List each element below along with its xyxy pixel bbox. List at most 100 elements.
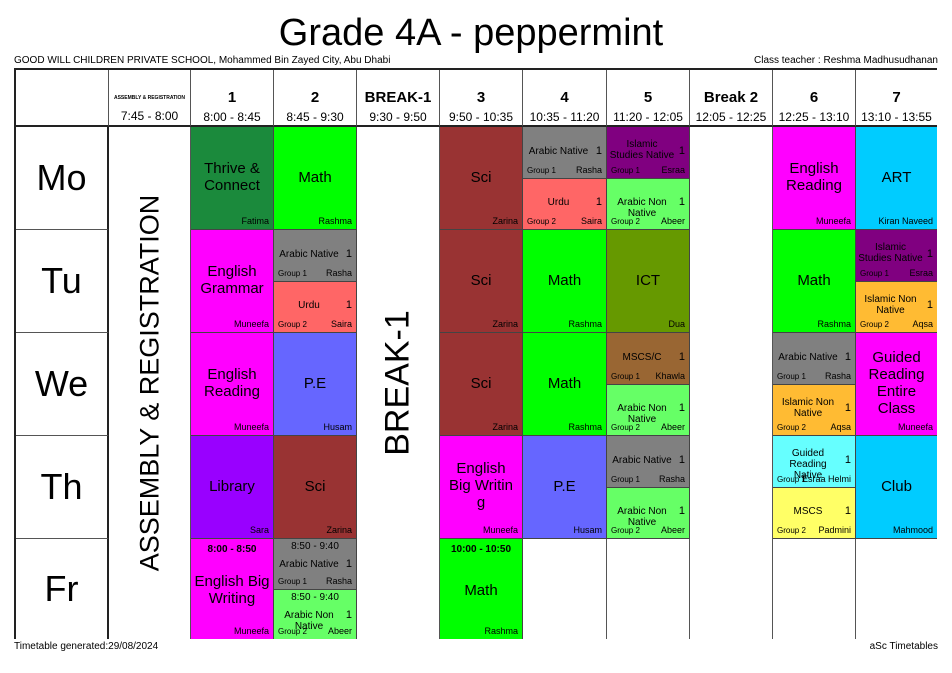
lesson-subject: MSCS/C (622, 352, 662, 363)
lesson-th-p6-group1[interactable]: Guided Reading Native 1 Group 1 Esraa He… (773, 436, 856, 488)
col-header-1: 1 8:00 - 8:45 (191, 70, 274, 127)
lesson-teacher: Abeer (660, 525, 685, 535)
lesson-th-p5-group2[interactable]: Arabic Non Native 1 Group 2 Abeer (607, 488, 690, 539)
lesson-subject: Arabic Native (612, 455, 672, 466)
lesson-subject: ART (881, 169, 912, 186)
lesson-fr-p3[interactable]: 10:00 - 10:50 Math Rashma (440, 539, 523, 639)
lesson-th-p7[interactable]: Club Mahmood (856, 436, 937, 539)
lesson-we-p5-group1[interactable]: MSCS/C 1 Group 1 Khawla (607, 333, 690, 385)
col-time: 12:25 - 13:10 (778, 110, 850, 124)
lesson-teacher: Rashma (484, 626, 518, 636)
lesson-tu-p2-group2[interactable]: Urdu 1 Group 2 Saira (274, 282, 357, 333)
lesson-count: 1 (345, 248, 352, 260)
lesson-teacher: Muneefa (233, 319, 269, 329)
lesson-subject: Islamic Non Native (781, 397, 835, 419)
lesson-subject: Thrive & Connect (204, 160, 260, 194)
lesson-subject: Islamic Studies Native (858, 242, 923, 264)
lesson-tu-p2-group1[interactable]: Arabic Native 1 Group 1 Rasha (274, 230, 357, 282)
lesson-mo-p7[interactable]: ART Kiran Naveed (856, 127, 937, 230)
col-label: 6 (809, 89, 819, 106)
empty-slot-fr-p5 (607, 539, 690, 639)
lesson-teacher: Esraa (661, 165, 685, 175)
lesson-we-p4[interactable]: Math Rashma (523, 333, 607, 436)
lesson-count: 1 (844, 402, 851, 414)
lesson-subject: Math (464, 582, 498, 599)
lesson-count: 1 (844, 505, 851, 517)
lesson-group: Group 2 (611, 526, 640, 535)
lesson-subject: Guided Reading Entire Class (868, 349, 925, 417)
lesson-tu-p7-group1[interactable]: Islamic Studies Native 1 Group 1 Esraa (856, 230, 937, 282)
day-tuesday: Tu (16, 230, 109, 333)
lesson-we-p7[interactable]: Guided Reading Entire Class Muneefa (856, 333, 937, 436)
lesson-group: Group 1 (611, 166, 640, 175)
lesson-we-p5-group2[interactable]: Arabic Non Native 1 Group 2 Abeer (607, 385, 690, 436)
break2-block (690, 127, 773, 639)
lesson-subject: Sci (304, 478, 326, 495)
lesson-count: 1 (678, 402, 685, 414)
lesson-mo-p3[interactable]: Sci Zarina (440, 127, 523, 230)
lesson-mo-p5-group2[interactable]: Arabic Non Native 1 Group 2 Abeer (607, 179, 690, 230)
lesson-subject: Urdu (298, 300, 320, 311)
lesson-tu-p7-group2[interactable]: Islamic Non Native 1 Group 2 Aqsa (856, 282, 937, 333)
lesson-fr-p2-group1[interactable]: 8:50 - 9:40 Arabic Native 1 Group 1 Rash… (274, 539, 357, 590)
day-friday: Fr (16, 539, 109, 639)
lesson-subject: Arabic Non Native (284, 610, 334, 632)
lesson-subject: Math (298, 169, 332, 186)
col-time: 8:00 - 8:45 (203, 110, 261, 124)
lesson-teacher: Husam (323, 422, 352, 432)
lesson-th-p3[interactable]: English Big Writin g Muneefa (440, 436, 523, 539)
lesson-tu-p6[interactable]: Math Rashma (773, 230, 856, 333)
col-time: 7:45 - 8:00 (120, 109, 179, 123)
col-time: 11:20 - 12:05 (613, 110, 683, 124)
lesson-we-p6-group2[interactable]: Islamic Non Native 1 Group 2 Aqsa (773, 385, 856, 436)
lesson-count: 1 (678, 505, 685, 517)
lesson-tu-p5[interactable]: ICT Dua (607, 230, 690, 333)
lesson-teacher: Mahmood (892, 525, 933, 535)
lesson-subject: English Big Writin g (449, 460, 513, 511)
lesson-time: 8:00 - 8:50 (207, 544, 257, 555)
lesson-th-p5-group1[interactable]: Arabic Native 1 Group 1 Rasha (607, 436, 690, 488)
lesson-th-p2[interactable]: Sci Zarina (274, 436, 357, 539)
lesson-th-p4[interactable]: P.E Husam (523, 436, 607, 539)
lesson-we-p1[interactable]: English Reading Muneefa (191, 333, 274, 436)
lesson-group: Group 1 (777, 372, 806, 381)
lesson-teacher: Muneefa (815, 216, 851, 226)
lesson-tu-p3[interactable]: Sci Zarina (440, 230, 523, 333)
lesson-group: Group 2 (278, 320, 307, 329)
lesson-tu-p4[interactable]: Math Rashma (523, 230, 607, 333)
timetable-grid: ASSEMBLY & REGISTRATION 7:45 - 8:00 1 8:… (14, 68, 937, 639)
lesson-subject: Sci (470, 169, 492, 186)
lesson-mo-p2[interactable]: Math Rashma (274, 127, 357, 230)
lesson-subject: Islamic Non Native (864, 294, 917, 316)
lesson-th-p6-group2[interactable]: MSCS 1 Group 2 Padmini (773, 488, 856, 539)
lesson-teacher: Saira (330, 319, 352, 329)
lesson-teacher: Rasha (824, 371, 851, 381)
break1-label: BREAK-1 (378, 310, 417, 456)
lesson-tu-p1[interactable]: English Grammar Muneefa (191, 230, 274, 333)
lesson-subject: Arabic Non Native (617, 197, 667, 219)
lesson-mo-p4-group2[interactable]: Urdu 1 Group 2 Saira (523, 179, 607, 230)
lesson-subject: Math (547, 272, 582, 289)
lesson-we-p2[interactable]: P.E Husam (274, 333, 357, 436)
lesson-subject: P.E (553, 478, 576, 495)
lesson-mo-p5-group1[interactable]: Islamic Studies Native 1 Group 1 Esraa (607, 127, 690, 179)
lesson-th-p1[interactable]: Library Sara (191, 436, 274, 539)
lesson-count: 1 (844, 454, 851, 466)
lesson-fr-p1[interactable]: 8:00 - 8:50 English Big Writing Muneefa (191, 539, 274, 639)
lesson-mo-p4-group1[interactable]: Arabic Native 1 Group 1 Rasha (523, 127, 607, 179)
lesson-mo-p6[interactable]: English Reading Muneefa (773, 127, 856, 230)
lesson-count: 1 (926, 299, 933, 311)
lesson-group: Group 1 (611, 475, 640, 484)
lesson-we-p3[interactable]: Sci Zarina (440, 333, 523, 436)
lesson-teacher: Muneefa (897, 422, 933, 432)
lesson-subject: P.E (303, 375, 327, 392)
lesson-teacher: Zarina (492, 216, 518, 226)
lesson-mo-p1[interactable]: Thrive & Connect Fatima (191, 127, 274, 230)
col-header-6: 6 12:25 - 13:10 (773, 70, 856, 127)
lesson-teacher: Khawla (655, 371, 685, 381)
lesson-group: Group 1 (860, 269, 889, 278)
lesson-teacher: Zarina (326, 525, 352, 535)
brand-label: aSc Timetables (869, 641, 938, 652)
lesson-fr-p2-group2[interactable]: 8:50 - 9:40 Arabic Non Native 1 Group 2 … (274, 590, 357, 639)
lesson-we-p6-group1[interactable]: Arabic Native 1 Group 1 Rasha (773, 333, 856, 385)
